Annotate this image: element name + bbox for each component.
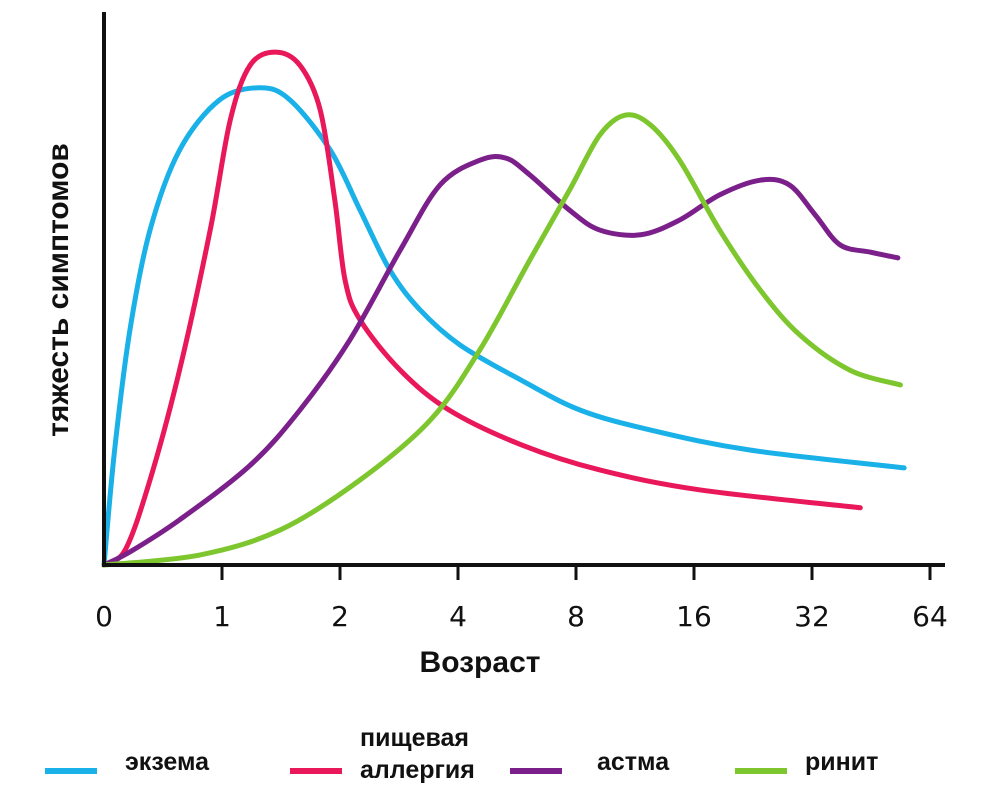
legend-label: аллергия	[360, 756, 475, 784]
x-tick-label: 8	[567, 600, 585, 633]
legend: экзема пищевая аллергия астма ринит	[45, 724, 878, 784]
x-tick-label: 4	[449, 600, 467, 633]
series-line-1	[101, 49, 863, 568]
x-tick-label: 32	[794, 600, 830, 633]
legend-item: ринит	[735, 748, 878, 776]
x-tick-label: 64	[912, 600, 948, 633]
y-axis-label: тяжесть симптомов	[42, 143, 75, 437]
x-tick-label: 1	[213, 600, 231, 633]
series-line-0	[101, 85, 907, 568]
legend-item: пищевая аллергия	[290, 724, 475, 784]
legend-label: ринит	[805, 748, 878, 776]
x-axis-label: Возраст	[420, 646, 541, 679]
series-line-2	[101, 154, 901, 568]
legend-label: пищевая	[360, 724, 469, 752]
x-tick-label: 0	[95, 600, 113, 633]
series-line-3	[101, 112, 903, 568]
x-tick-label: 2	[331, 600, 349, 633]
legend-item: экзема	[45, 748, 210, 776]
x-ticks: 0 1 2 4 8 16 32 64	[95, 565, 948, 633]
x-tick-label: 16	[676, 600, 712, 633]
legend-label: экзема	[125, 748, 210, 776]
series-lines	[101, 49, 907, 568]
legend-item: астма	[510, 748, 670, 776]
legend-label: астма	[597, 748, 670, 776]
